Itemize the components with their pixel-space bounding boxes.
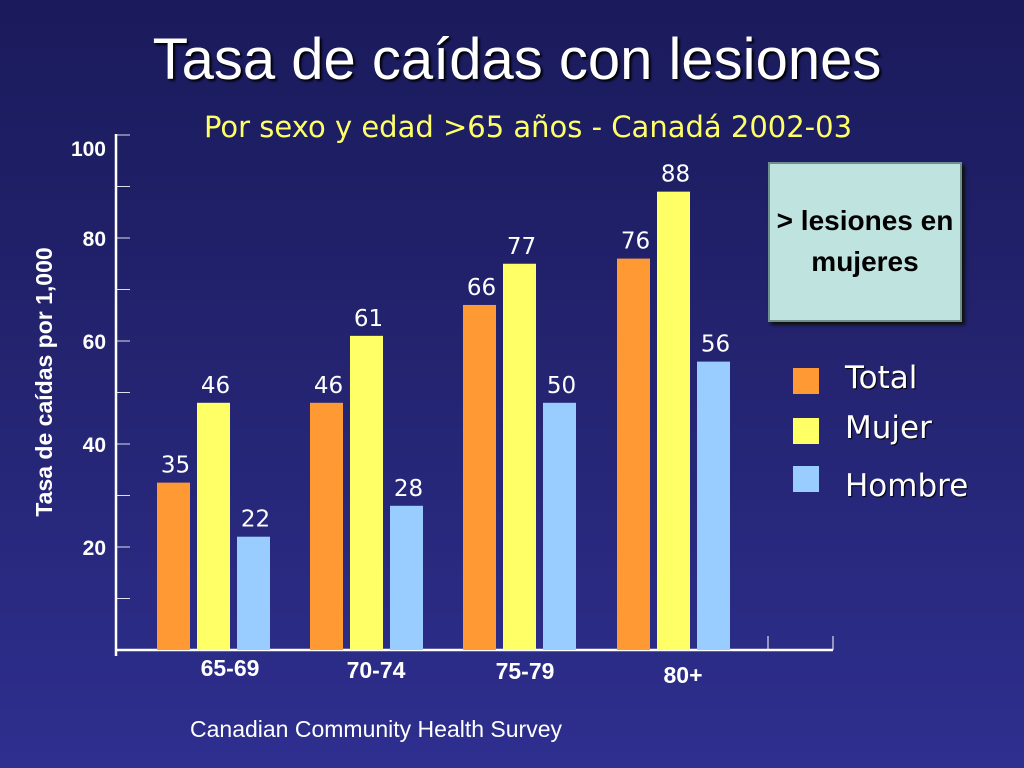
data-label: 76 xyxy=(621,229,650,255)
legend-swatch-hombre xyxy=(793,466,819,492)
data-label: 77 xyxy=(507,234,536,260)
legend-swatch-total xyxy=(793,368,819,394)
data-label: 46 xyxy=(314,373,343,399)
bar-hombre-70-74 xyxy=(390,505,423,650)
bar-total-80plus xyxy=(617,258,650,650)
bar-mujer-65-69 xyxy=(197,402,230,650)
annotation-box: > lesiones en mujeres xyxy=(768,162,962,322)
bar-mujer-70-74 xyxy=(350,335,383,650)
data-label: 61 xyxy=(354,306,383,332)
legend-swatch-mujer xyxy=(793,418,819,444)
legend-label-total: Total xyxy=(845,360,918,396)
data-label: 88 xyxy=(661,162,690,188)
data-label: 50 xyxy=(547,373,576,399)
data-label: 56 xyxy=(701,332,730,358)
chart-subtitle: Por sexo y edad >65 años - Canadá 2002-0… xyxy=(203,110,853,144)
y-tick-label: 100 xyxy=(71,138,106,161)
y-tick-label: 80 xyxy=(83,228,106,251)
legend-label-hombre: Hombre xyxy=(845,468,969,504)
bar-hombre-75-79 xyxy=(543,402,576,650)
source-note: Canadian Community Health Survey xyxy=(190,716,563,742)
bar-mujer-80plus xyxy=(657,191,690,650)
bar-total-75-79 xyxy=(463,304,496,650)
data-label: 66 xyxy=(467,275,496,301)
y-tick-label: 40 xyxy=(83,434,106,457)
x-category-label: 65-69 xyxy=(201,655,260,681)
legend-label-mujer: Mujer xyxy=(845,410,932,446)
annotation-text: > lesiones en mujeres xyxy=(776,205,954,277)
bar-total-70-74 xyxy=(310,402,343,650)
x-category-label: 70-74 xyxy=(347,657,406,683)
data-label: 35 xyxy=(161,453,190,479)
data-label: 22 xyxy=(241,507,270,533)
x-category-label: 75-79 xyxy=(496,658,555,684)
bar-hombre-65-69 xyxy=(237,536,270,650)
y-tick-label: 60 xyxy=(83,331,106,354)
bar-total-65-69 xyxy=(157,482,190,650)
data-label: 46 xyxy=(201,373,230,399)
x-category-label: 80+ xyxy=(663,662,702,688)
bar-hombre-80plus xyxy=(697,361,730,650)
chart-title: Tasa de caídas con lesiones xyxy=(152,27,882,92)
data-label: 28 xyxy=(394,476,423,502)
bar-mujer-75-79 xyxy=(503,263,536,650)
y-tick-label: 20 xyxy=(83,537,106,560)
y-axis-title: Tasa de caídas por 1,000 xyxy=(31,247,57,516)
